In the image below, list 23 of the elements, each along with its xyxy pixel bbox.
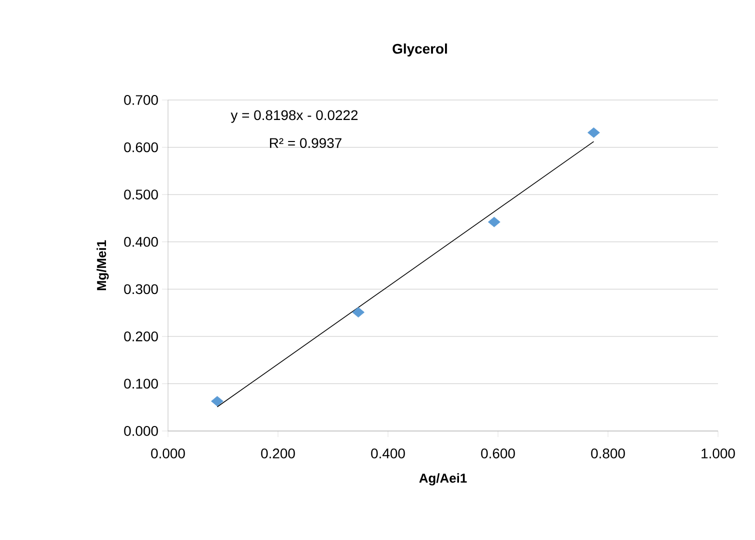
y-tick-label: 0.700 [124,95,158,105]
y-tick-label: 0.600 [124,142,158,152]
y-axis-title: Mg/Mei1 [96,240,109,290]
y-tick-label: 0.100 [124,378,158,389]
x-tick-label: 0.000 [151,448,185,458]
annotation: R² = 0.9937 [270,138,342,148]
point [352,307,365,318]
point [488,216,500,228]
y-tick-label: 0.500 [124,190,158,200]
point [588,127,600,138]
x-tick-label: 0.800 [591,448,625,458]
y-tick-label: 0.300 [124,284,158,294]
annotation: y = 0.8198x - 0.0222 [230,110,358,123]
x-axis-title: Ag/Aei1 [419,473,467,486]
x-tick-label: 0.600 [481,448,515,458]
point [211,396,224,406]
y-tick-label: 0.200 [124,331,158,342]
chart-title: Glycerol [392,43,447,56]
x-tick-label: 0.200 [261,448,295,458]
x-tick-label: 1.000 [702,448,735,458]
y-tick-label: 0.400 [124,236,158,247]
y-tick-label: 0.000 [124,426,158,436]
x-tick-label: 0.400 [371,448,405,458]
